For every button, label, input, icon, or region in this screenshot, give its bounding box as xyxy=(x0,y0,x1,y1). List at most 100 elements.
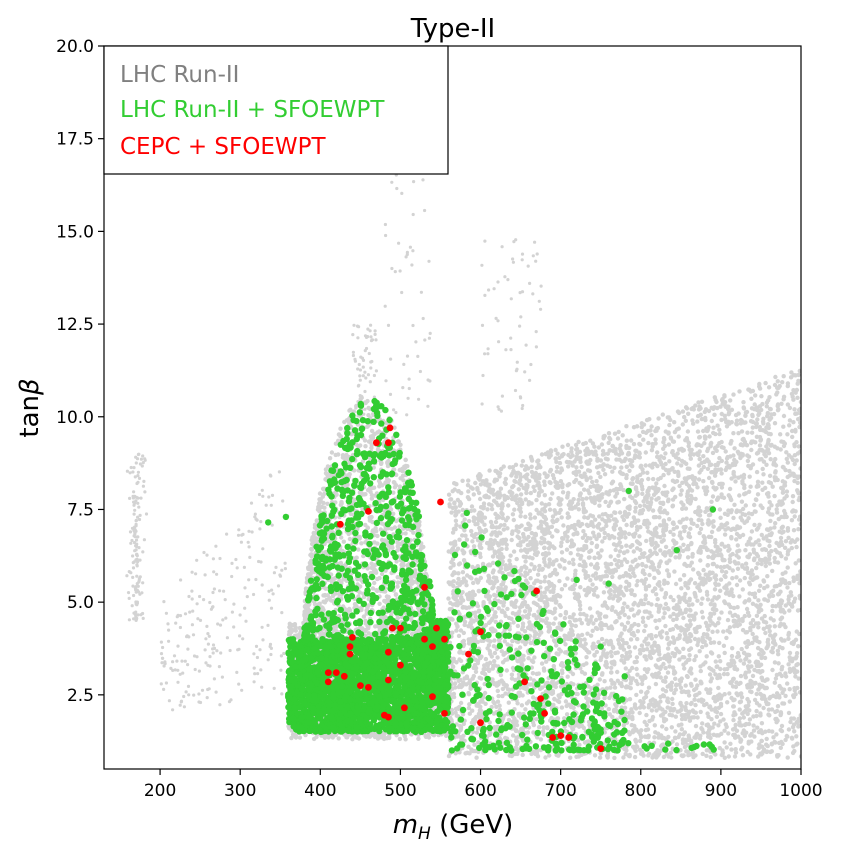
lhc-point xyxy=(607,448,612,453)
lhc-point xyxy=(577,617,583,622)
lhc-point xyxy=(609,513,614,518)
lhc-point xyxy=(503,476,508,482)
lhc-point xyxy=(793,674,798,679)
lhc-point xyxy=(738,515,743,520)
lhc-point xyxy=(687,618,693,623)
lhc-point xyxy=(709,717,714,722)
lhc-point xyxy=(642,628,647,634)
lhc-point xyxy=(763,729,768,734)
lhc-point xyxy=(462,517,467,522)
lhc-point xyxy=(683,580,688,586)
lhc-point xyxy=(456,633,462,639)
lhc-point xyxy=(477,496,483,502)
lhc-point xyxy=(648,649,653,655)
lhc-point xyxy=(640,491,645,496)
lhc-point xyxy=(786,535,791,540)
lhc-point xyxy=(790,725,796,730)
lhc-point xyxy=(691,567,696,572)
lhc-point xyxy=(717,441,722,446)
lhc-point xyxy=(514,611,519,616)
lhc-point xyxy=(738,454,743,459)
lhc-point xyxy=(781,413,787,419)
lhc-point xyxy=(470,539,475,544)
lhc-point xyxy=(615,436,621,441)
lhc-point xyxy=(566,452,571,458)
lhc-point xyxy=(673,714,678,719)
lhc-point xyxy=(557,603,562,608)
lhc-point xyxy=(714,399,719,405)
lhc-point xyxy=(595,695,601,701)
lhc-point xyxy=(785,552,790,557)
lhc-point xyxy=(532,566,537,572)
lhc-point xyxy=(450,489,455,494)
lhc-point xyxy=(754,434,760,439)
lhc-point xyxy=(670,503,676,508)
lhc-point xyxy=(531,484,536,490)
lhc-point xyxy=(680,422,685,427)
lhc-point xyxy=(663,709,668,715)
lhc-point xyxy=(520,624,526,629)
lhc-point xyxy=(624,579,629,584)
lhc-point xyxy=(460,570,466,575)
lhc-point xyxy=(661,538,666,543)
lhc-point xyxy=(520,693,525,698)
lhc-point xyxy=(756,609,761,615)
lhc-point xyxy=(585,488,591,493)
lhc-point xyxy=(735,543,740,548)
lhc-point xyxy=(551,559,556,564)
lhc-point xyxy=(550,597,555,602)
lhc-point xyxy=(517,481,522,486)
lhc-point xyxy=(677,483,682,489)
lhc-point xyxy=(746,539,751,544)
lhc-point xyxy=(711,550,716,555)
lhc-point xyxy=(489,503,494,508)
lhc-point xyxy=(471,638,476,643)
lhc-point xyxy=(798,569,801,574)
lhc-point xyxy=(672,690,677,696)
lhc-point xyxy=(471,580,476,586)
lhc-point xyxy=(665,636,670,642)
lhc-point xyxy=(661,455,667,461)
lhc-point xyxy=(728,454,733,459)
lhc-point xyxy=(746,721,752,727)
lhc-point xyxy=(509,676,515,681)
lhc-point xyxy=(789,602,794,607)
lhc-point xyxy=(486,562,492,567)
lhc-point xyxy=(542,590,547,595)
lhc-point xyxy=(723,449,728,454)
lhc-point xyxy=(579,464,584,470)
lhc-point xyxy=(695,485,700,490)
lhc-point xyxy=(595,456,600,461)
lhc-point xyxy=(521,653,526,659)
lhc-point xyxy=(545,473,550,478)
lhc-point xyxy=(517,472,523,477)
lhc-point xyxy=(715,423,720,428)
lhc-point xyxy=(648,548,653,554)
lhc-point xyxy=(767,629,772,634)
lhc-point xyxy=(765,637,771,642)
lhc-point xyxy=(595,561,600,567)
lhc-point xyxy=(734,537,739,542)
lhc-point xyxy=(626,644,632,650)
lhc-point xyxy=(667,682,672,688)
lhc-point xyxy=(645,504,650,510)
lhc-point xyxy=(793,509,798,514)
lhc-point xyxy=(677,553,682,558)
lhc-point xyxy=(613,517,618,522)
lhc-point xyxy=(729,653,735,659)
lhc-point xyxy=(601,590,607,595)
lhc-point xyxy=(575,691,580,697)
lhc-point xyxy=(601,436,606,441)
lhc-point xyxy=(668,529,673,535)
lhc-point xyxy=(732,474,737,479)
lhc-point xyxy=(696,400,701,405)
lhc-point xyxy=(491,644,497,649)
lhc-point xyxy=(665,670,671,675)
lhc-point xyxy=(529,456,534,461)
lhc-point xyxy=(766,425,771,431)
lhc-point xyxy=(652,566,657,571)
lhc-point xyxy=(507,753,512,758)
lhc-point xyxy=(740,745,745,750)
lhc-point xyxy=(708,679,713,684)
lhc-point xyxy=(553,447,558,453)
